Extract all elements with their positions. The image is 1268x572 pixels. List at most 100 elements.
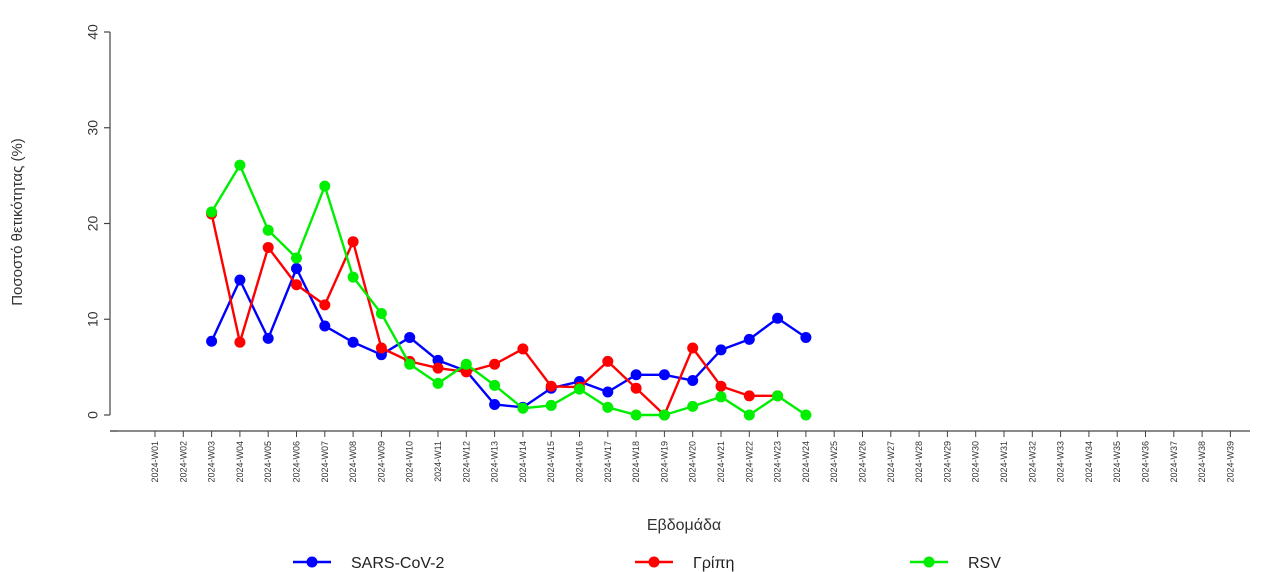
x-tick-label: 2024-W33 [1056,441,1066,483]
x-tick-label: 2024-W39 [1225,441,1235,483]
x-tick-label: 2024-W35 [1112,441,1122,483]
x-tick-label: 2024-W16 [575,441,585,483]
data-point [602,386,614,398]
data-point [715,391,727,403]
data-point [630,369,642,381]
y-tick-label: 20 [85,216,101,232]
data-point [715,380,727,392]
x-tick-label: 2024-W36 [1141,441,1151,483]
x-tick-label: 2024-W38 [1197,441,1207,483]
data-point [602,355,614,367]
data-point [347,271,359,283]
x-tick-label: 2024-W28 [914,441,924,483]
series-rsv [206,159,812,421]
data-point [630,409,642,421]
data-point [517,343,529,355]
data-point [291,279,302,291]
x-tick-label: 2024-W23 [773,441,783,483]
legend-label: SARS-CoV-2 [351,555,444,572]
x-tick-label: 2024-W31 [999,441,1009,483]
x-tick-label: 2024-W07 [320,441,330,483]
data-point [319,320,331,332]
x-tick-label: 2024-W24 [801,441,811,483]
data-point [262,224,274,236]
x-axis-title: Εβδομάδα [647,517,721,534]
data-point [291,263,302,275]
x-tick-label: 2024-W15 [546,441,556,483]
legend: SARS-CoV-2 Γρίπη RSV [293,555,1001,572]
x-tick-label: 2024-W08 [348,441,358,483]
x-tick-label: 2024-W29 [942,441,952,483]
legend-item: RSV [910,555,1001,572]
data-point [319,299,331,311]
data-point [234,159,246,171]
data-point [460,366,472,378]
data-point [687,342,699,354]
data-point [800,409,812,421]
data-point [291,252,302,264]
data-point [432,362,444,374]
axes [109,32,1250,432]
data-point [404,331,416,343]
data-point [234,274,246,286]
data-point [432,354,444,366]
x-tick-label: 2024-W01 [150,441,160,483]
legend-label: Γρίπη [693,555,734,572]
y-tick-label: 30 [85,120,101,136]
data-point [347,236,359,248]
data-point [375,342,387,354]
legend-swatch-marker [923,556,935,568]
data-point [743,333,755,345]
x-tick-label: 2024-W26 [858,441,868,483]
data-point [743,390,755,402]
data-point [772,390,784,402]
data-point [375,308,387,320]
data-point [545,380,557,392]
x-tick-label: 2024-W10 [405,441,415,483]
x-tick-label: 2024-W04 [235,441,245,483]
data-point [489,398,501,410]
data-point [404,358,416,370]
data-point [347,336,359,348]
series-line [210,163,807,417]
data-point [772,312,784,324]
data-point [800,331,812,343]
x-tick-label: 2024-W22 [744,441,754,483]
legend-swatch-marker [648,556,660,568]
legend-item: Γρίπη [635,555,734,572]
data-point [489,358,501,370]
data-point [715,344,727,356]
x-tick-label: 2024-W18 [631,441,641,483]
x-tick-label: 2024-W32 [1027,441,1037,483]
data-point [319,180,331,192]
x-tick-label: 2024-W13 [490,441,500,483]
data-point [206,335,218,347]
data-point [743,409,755,421]
x-tick-label: 2024-W02 [178,441,188,483]
x-tick-label: 2024-W21 [716,441,726,483]
x-tick-label: 2024-W37 [1169,441,1179,483]
data-point [545,399,557,411]
data-point [489,379,501,391]
data-point [432,377,444,389]
legend-swatch-marker [306,556,318,568]
x-tick-label: 2024-W14 [518,441,528,483]
x-tick-label: 2024-W06 [292,441,302,483]
data-point [574,383,585,395]
x-tick-label: 2024-W05 [263,441,273,483]
data-point [262,332,274,344]
legend-label: RSV [968,555,1001,572]
x-tick-label: 2024-W34 [1084,441,1094,483]
x-tick-label: 2024-W03 [207,441,217,483]
legend-item: SARS-CoV-2 [293,555,444,572]
x-tick-label: 2024-W09 [376,441,386,483]
x-axis-ticks: 2024-W01 2024-W02 2024-W03 2024-W04 2024-W05… [150,431,1235,483]
y-axis-title: Ποσοστό θετικότητας (%) [9,138,26,306]
y-tick-label: 40 [85,24,101,40]
data-point [630,382,642,394]
data-point [658,409,670,421]
y-tick-label: 0 [85,411,101,419]
x-tick-label: 2024-W20 [688,441,698,483]
x-tick-label: 2024-W19 [659,441,669,483]
